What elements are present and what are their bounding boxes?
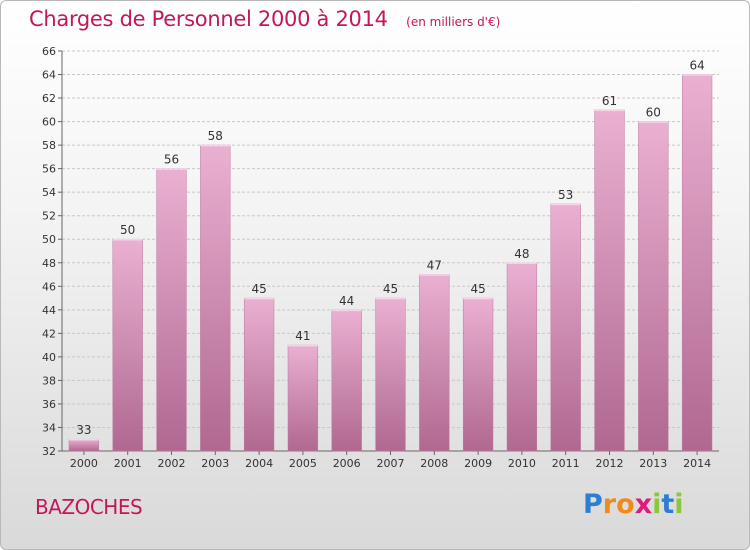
labels: 32 34 36 38 40 42 44 46 48 50 52 54 56 58 60 62 64 66 33 20… [42,45,711,470]
x-tick-label: 2010 [508,457,536,470]
data-label: 58 [208,129,223,143]
data-label: 64 [689,59,704,73]
data-label: 45 [251,282,266,296]
x-tick-label: 2009 [464,457,492,470]
commune-name: BAZOCHES [35,495,143,519]
y-tick-label: 54 [42,186,56,199]
logo-letter: P [583,489,603,520]
bar-2009 [462,297,494,452]
logo-letter: i [652,489,662,520]
bar-2003 [200,144,231,452]
logo-letter: t [661,489,675,520]
proxiti-logo: Proxiti [583,489,684,520]
x-tick-label: 2002 [158,457,186,470]
x-tick-label: 2014 [683,457,711,470]
y-tick-label: 66 [42,45,56,58]
y-tick-label: 38 [42,374,56,387]
bar-2006 [331,309,362,452]
y-tick-label: 48 [42,257,56,270]
y-tick-label: 50 [42,233,56,246]
bar-2002 [156,168,187,452]
bar-2007 [375,297,406,452]
y-tick-label: 40 [42,351,56,364]
data-label: 50 [120,223,135,237]
y-tick-label: 62 [42,92,56,105]
y-tick-label: 36 [42,398,56,411]
data-label: 45 [470,282,485,296]
title-row: Charges de Personnel 2000 à 2014 (en mil… [29,7,500,31]
data-label: 41 [295,329,310,343]
logo-letter: r [602,489,617,520]
logo-letter: x [634,489,653,520]
x-tick-label: 2007 [377,457,405,470]
bar-2010 [506,262,538,452]
data-label: 60 [646,106,661,120]
x-tick-label: 2008 [420,457,448,470]
y-tick-label: 58 [42,139,56,152]
bars [68,74,713,452]
data-label: 48 [514,247,529,261]
y-tick-label: 60 [42,116,56,129]
bar-2000 [68,438,100,452]
y-tick-label: 64 [42,69,56,82]
y-tick-label: 56 [42,163,56,176]
x-tick-label: 2006 [333,457,361,470]
bar-2008 [419,274,450,452]
y-tick-label: 46 [42,280,56,293]
x-tick-label: 2001 [114,457,142,470]
data-label: 33 [76,423,91,437]
y-tick-label: 52 [42,210,56,223]
y-tick-label: 42 [42,327,56,340]
x-tick-label: 2012 [596,457,624,470]
y-tick-label: 32 [42,445,56,458]
x-tick-label: 2000 [70,457,98,470]
data-label: 44 [339,294,354,308]
chart-subtitle: (en milliers d'€) [406,15,501,29]
x-tick-label: 2004 [245,457,273,470]
x-tick-label: 2003 [201,457,229,470]
data-label: 56 [164,153,179,167]
bar-2012 [594,109,625,452]
data-label: 47 [427,259,442,273]
logo-letter: o [616,489,635,520]
bar-2013 [638,121,669,452]
data-label: 45 [383,282,398,296]
bar-2011 [550,203,581,452]
data-label: 53 [558,188,573,202]
y-tick-label: 44 [42,304,56,317]
logo-letter: i [674,489,684,520]
x-tick-label: 2005 [289,457,317,470]
bar-2005 [287,344,319,452]
bar-2004 [243,297,275,452]
data-label: 61 [602,94,617,108]
bar-2014 [681,74,713,452]
bar-2001 [112,238,143,452]
x-tick-label: 2013 [639,457,667,470]
chart-title: Charges de Personnel 2000 à 2014 [29,7,388,31]
x-tick-label: 2011 [552,457,580,470]
y-tick-label: 34 [42,421,56,434]
